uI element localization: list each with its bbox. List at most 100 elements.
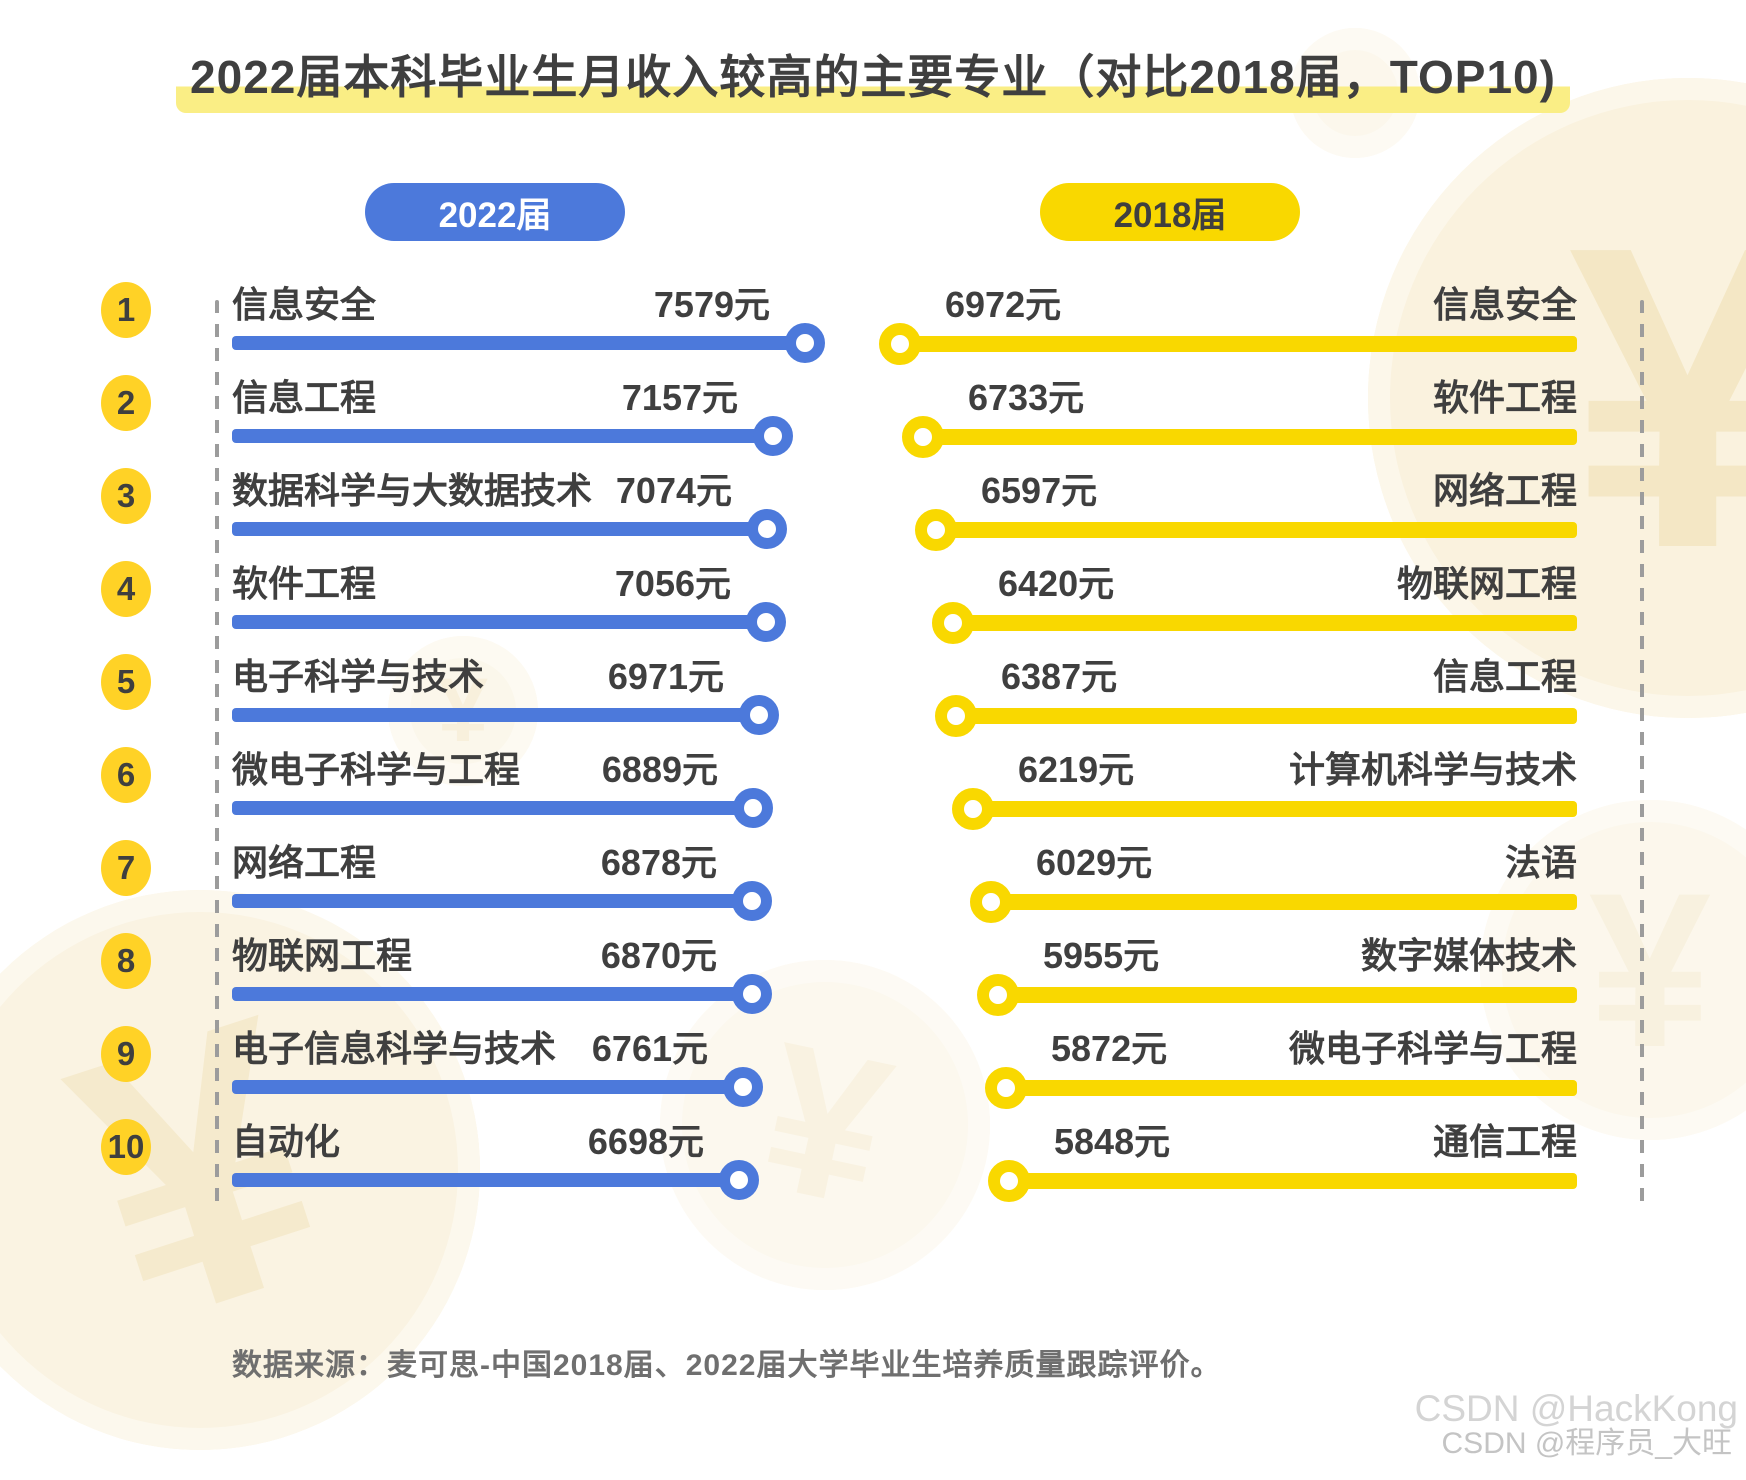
bar-endpoint-ring <box>747 509 787 549</box>
header: 2022届本科毕业生月收入较高的主要专业（对比2018届，TOP10) <box>0 50 1746 114</box>
bar-item-2018: 6733元 软件工程 <box>902 375 1577 458</box>
rank-badge: 4 <box>101 561 151 617</box>
bar-endpoint-ring <box>915 509 957 551</box>
bar-2022 <box>232 788 773 828</box>
major-label-2022: 软件工程 <box>232 563 377 604</box>
value-label-2022: 7579元 <box>653 284 770 325</box>
rank-badge: 9 <box>101 1026 151 1082</box>
rank-badge: 10 <box>101 1119 151 1175</box>
chart-row: 1 信息安全 7579元 6972元 信息安全 <box>0 274 1746 367</box>
bar-2022 <box>232 1160 759 1200</box>
value-label-2022: 6870元 <box>600 935 717 976</box>
comparison-chart: 1 信息安全 7579元 6972元 信息安全 2 信息工程 7157 <box>0 274 1746 1205</box>
bar-endpoint-ring <box>732 974 772 1014</box>
bar-endpoint-ring <box>970 881 1012 923</box>
major-label-2022: 信息工程 <box>232 377 377 418</box>
bar-2018 <box>935 695 1577 737</box>
value-label-2018: 5872元 <box>1051 1028 1168 1069</box>
rank-badge: 8 <box>101 933 151 989</box>
bar-item-2022: 物联网工程 6870元 <box>232 933 772 1014</box>
chart-row: 3 数据科学与大数据技术 7074元 6597元 网络工程 <box>0 460 1746 553</box>
bar-endpoint-ring <box>977 974 1019 1016</box>
chart-row: 4 软件工程 7056元 6420元 物联网工程 <box>0 553 1746 646</box>
major-label-2018: 法语 <box>1504 842 1577 883</box>
major-label-2018: 通信工程 <box>1432 1121 1577 1162</box>
bar-item-2018: 6420元 物联网工程 <box>932 561 1577 644</box>
bar-2018 <box>952 788 1577 830</box>
major-label-2022: 微电子科学与工程 <box>232 749 521 790</box>
value-label-2022: 6971元 <box>607 656 724 697</box>
rank-number: 2 <box>116 384 136 421</box>
rank-number: 7 <box>116 849 136 886</box>
value-label-2022: 7074元 <box>615 470 732 511</box>
rank-number: 4 <box>116 570 136 607</box>
bar-2022 <box>232 695 779 735</box>
bar-endpoint-ring <box>935 695 977 737</box>
bar-2022 <box>232 881 772 921</box>
watermark-secondary: CSDN @程序员_大旺 <box>1441 1427 1732 1460</box>
bar-endpoint-ring <box>785 323 825 363</box>
major-label-2018: 网络工程 <box>1432 470 1577 511</box>
bar-endpoint-ring <box>902 416 944 458</box>
bar-endpoint-ring <box>879 323 921 365</box>
chart-row: 9 电子信息科学与技术 6761元 5872元 微电子科学与工程 <box>0 1018 1746 1111</box>
bar-2018 <box>988 1160 1577 1202</box>
bar-endpoint-ring <box>733 788 773 828</box>
bar-item-2022: 电子科学与技术 6971元 <box>232 654 779 735</box>
value-label-2022: 6878元 <box>600 842 717 883</box>
value-label-2018: 6029元 <box>1036 842 1153 883</box>
value-label-2022: 6761元 <box>591 1028 708 1069</box>
value-label-2022: 6889元 <box>601 749 718 790</box>
major-label-2022: 物联网工程 <box>232 935 413 976</box>
value-label-2018: 6219元 <box>1018 749 1135 790</box>
bar-2018 <box>932 602 1577 644</box>
value-label-2018: 6387元 <box>1001 656 1118 697</box>
watermark-primary: CSDN @HackKong <box>1414 1388 1738 1429</box>
rank-number: 1 <box>116 291 136 328</box>
chart-row: 7 网络工程 6878元 6029元 法语 <box>0 832 1746 925</box>
bar-endpoint-ring <box>932 602 974 644</box>
rank-badge: 6 <box>101 747 151 803</box>
value-label-2018: 6972元 <box>945 284 1062 325</box>
major-label-2018: 数字媒体技术 <box>1360 935 1577 976</box>
rank-number: 5 <box>116 663 136 700</box>
chart-row: 8 物联网工程 6870元 5955元 数字媒体技术 <box>0 925 1746 1018</box>
rank-badge: 3 <box>101 468 151 524</box>
bar-item-2018: 6029元 法语 <box>970 840 1577 923</box>
bar-item-2018: 5955元 数字媒体技术 <box>977 933 1577 1016</box>
bar-endpoint-ring <box>746 602 786 642</box>
bar-2022 <box>232 1067 763 1107</box>
rank-number: 6 <box>116 756 136 793</box>
value-label-2018: 6420元 <box>998 563 1115 604</box>
rank-number: 3 <box>116 477 136 514</box>
major-label-2018: 物联网工程 <box>1396 563 1577 604</box>
major-label-2018: 微电子科学与工程 <box>1288 1028 1577 1069</box>
rank-badge: 7 <box>101 840 151 896</box>
bar-endpoint-ring <box>732 881 772 921</box>
bar-2018 <box>985 1067 1577 1109</box>
major-label-2018: 信息工程 <box>1432 656 1577 697</box>
bar-endpoint-ring <box>753 416 793 456</box>
bar-2022 <box>232 323 825 363</box>
bar-2018 <box>977 974 1577 1016</box>
major-label-2018: 计算机科学与技术 <box>1288 749 1577 790</box>
bar-endpoint-ring <box>723 1067 763 1107</box>
chart-row: 10 自动化 6698元 5848元 通信工程 <box>0 1111 1746 1204</box>
bar-endpoint-ring <box>985 1067 1027 1109</box>
chart-rows: 1 信息安全 7579元 6972元 信息安全 2 信息工程 7157 <box>0 274 1746 1204</box>
bar-item-2022: 数据科学与大数据技术 7074元 <box>232 468 787 549</box>
rank-number: 10 <box>107 1128 145 1165</box>
legend-2022-pill: 2022届 <box>365 183 625 241</box>
value-label-2022: 7056元 <box>614 563 731 604</box>
major-label-2018: 信息安全 <box>1432 284 1577 325</box>
major-label-2022: 数据科学与大数据技术 <box>232 470 593 511</box>
dashed-divider-right <box>1640 300 1644 1205</box>
coin-decoration <box>0 890 480 1450</box>
bar-item-2018: 6597元 网络工程 <box>915 468 1577 551</box>
bar-2022 <box>232 416 793 456</box>
bar-item-2018: 6219元 计算机科学与技术 <box>952 747 1577 830</box>
page-title: 2022届本科毕业生月收入较高的主要专业（对比2018届，TOP10) <box>176 50 1570 114</box>
bar-item-2022: 网络工程 6878元 <box>232 840 772 921</box>
bar-item-2022: 微电子科学与工程 6889元 <box>232 747 773 828</box>
value-label-2018: 5955元 <box>1043 935 1160 976</box>
